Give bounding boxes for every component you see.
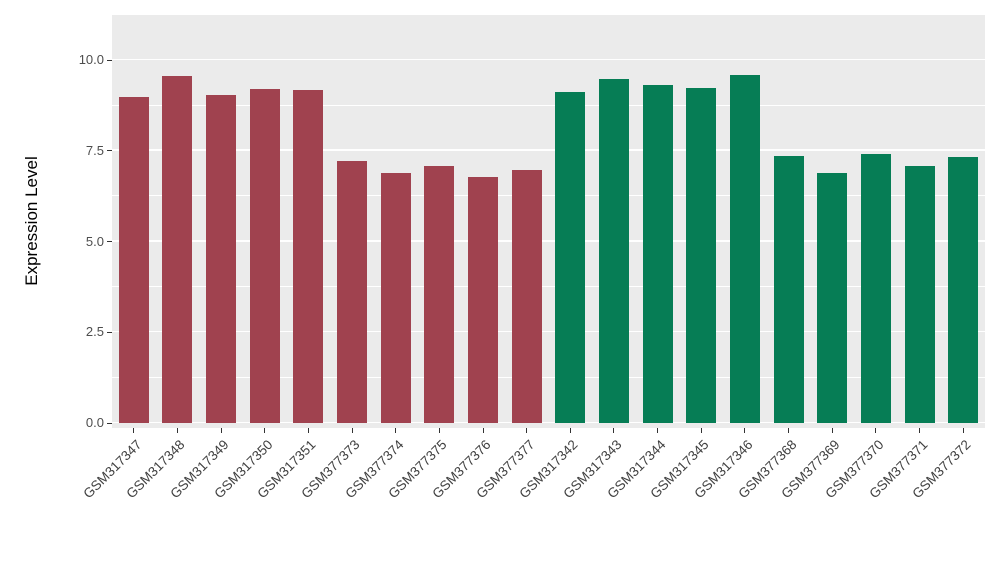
y-tick-mark [107, 150, 112, 152]
x-tick-mark [482, 428, 484, 433]
x-tick-mark [919, 428, 921, 433]
bar [206, 94, 237, 423]
x-tick-mark [744, 428, 746, 433]
plot-panel [112, 15, 985, 428]
minor-gridline [112, 195, 985, 197]
y-axis-title: Expression Level [22, 156, 41, 286]
bar [249, 89, 280, 423]
bar [293, 89, 324, 423]
major-gridline [112, 149, 985, 151]
major-gridline [112, 58, 985, 60]
major-gridline [112, 330, 985, 333]
x-tick-mark [264, 428, 266, 433]
bar [729, 75, 760, 423]
minor-gridline [112, 376, 985, 378]
bar [424, 166, 455, 423]
bar [468, 176, 499, 423]
major-gridline [112, 240, 985, 242]
bar [642, 84, 673, 423]
minor-gridline [112, 286, 985, 287]
y-tick-label: 0.0 [85, 415, 104, 430]
bar [948, 156, 979, 423]
x-tick-mark [657, 428, 659, 433]
minor-gridline [112, 104, 985, 106]
bar [598, 78, 629, 423]
x-tick-mark [962, 428, 964, 433]
bar [337, 160, 368, 423]
x-tick-mark [176, 428, 178, 433]
y-tick-mark [107, 241, 112, 242]
y-tick-label: 5.0 [85, 233, 104, 249]
x-tick-mark [875, 428, 877, 433]
bar [817, 172, 848, 423]
bar [860, 154, 891, 423]
x-tick-mark [526, 428, 528, 433]
y-tick-label: 7.5 [85, 142, 104, 158]
y-tick-mark [107, 422, 112, 424]
x-tick-mark [700, 428, 702, 433]
bar [555, 91, 586, 423]
x-tick-mark [133, 428, 135, 433]
x-tick-mark [307, 428, 309, 433]
bar [511, 170, 542, 423]
bar [904, 166, 935, 423]
bar [773, 156, 804, 423]
x-tick-mark [569, 428, 571, 433]
major-gridline [112, 421, 985, 423]
bar [162, 76, 193, 423]
x-tick-mark [831, 428, 833, 433]
x-tick-mark [220, 428, 222, 433]
x-tick-mark [395, 428, 397, 433]
bar [380, 172, 411, 423]
x-tick-mark [788, 428, 790, 433]
y-tick-mark [107, 331, 112, 333]
bar [118, 97, 149, 423]
y-tick-mark [107, 59, 112, 61]
y-tick-label: 2.5 [85, 324, 104, 340]
y-tick-label: 10.0 [78, 52, 104, 67]
x-tick-mark [438, 428, 440, 433]
x-tick-mark [613, 428, 615, 433]
x-tick-mark [351, 428, 353, 433]
bar [686, 87, 717, 423]
